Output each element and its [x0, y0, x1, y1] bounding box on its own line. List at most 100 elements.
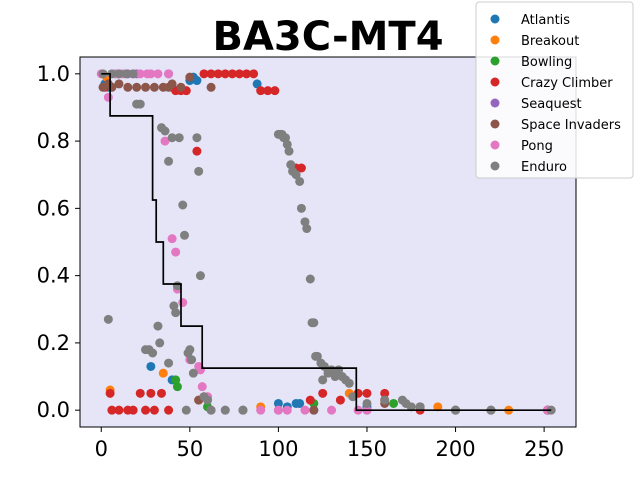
enduro-point [296, 203, 306, 213]
x-tick-label: 150 [347, 437, 387, 461]
crazy-climber-point [270, 86, 280, 96]
crazy-climber-point [227, 69, 237, 79]
crazy-climber-point [128, 405, 138, 415]
y-axis: 0.0 0.2 0.4 0.6 0.8 1.0 [37, 62, 80, 422]
enduro-point [348, 392, 358, 402]
enduro-point [282, 139, 292, 149]
crazy-climber-point [141, 405, 151, 415]
legend-label-breakout: Breakout [521, 34, 579, 49]
enduro-point [164, 156, 174, 166]
crazy-climber-point [156, 388, 166, 398]
enduro-point [187, 355, 197, 365]
bowling-point [171, 375, 181, 385]
enduro-point [238, 405, 248, 415]
legend-marker-breakout [490, 35, 500, 45]
pong-point [282, 405, 292, 415]
enduro-point [206, 405, 216, 415]
pong-point [197, 382, 207, 392]
legend: Atlantis Breakout Bowling Crazy Climber Seaq… [475, 1, 634, 179]
x-tick-label: 250 [524, 437, 564, 461]
enduro-point [181, 405, 191, 415]
legend-marker-atlantis [490, 14, 500, 24]
space-invaders-point [141, 82, 151, 92]
legend-label-space-invaders: Space Invaders [521, 118, 621, 133]
space-invaders-point [123, 82, 133, 92]
enduro-point [185, 345, 195, 355]
pong-point [164, 69, 174, 79]
crazy-climber-point [220, 69, 230, 79]
crazy-climber-point [234, 69, 244, 79]
x-axis: 0 50 100 150 200 250 [95, 427, 564, 461]
enduro-point [330, 372, 340, 382]
crazy-climber-point [206, 69, 216, 79]
atlantis-point [146, 361, 156, 371]
legend-marker-pong [490, 140, 500, 150]
crazy-climber-point [318, 388, 328, 398]
crazy-climber-point [149, 405, 159, 415]
atlantis-point [295, 398, 305, 408]
crazy-climber-point [213, 69, 223, 79]
y-tick-label: 0.0 [37, 398, 70, 422]
enduro-point [114, 69, 124, 79]
enduro-point [312, 351, 322, 361]
chart-title: BA3C-MT4 [212, 14, 443, 60]
pong-point [178, 298, 188, 308]
legend-marker-space-invaders [490, 119, 500, 129]
enduro-point [169, 301, 179, 311]
enduro-point [174, 133, 184, 143]
enduro-point [305, 274, 315, 284]
crazy-climber-point [305, 395, 315, 405]
y-tick-label: 0.6 [37, 196, 70, 220]
legend-marker-bowling [490, 56, 500, 66]
legend-label-seaquest: Seaquest [521, 97, 582, 112]
crazy-climber-point [335, 395, 345, 405]
enduro-point [128, 69, 138, 79]
legend-marker-crazy-climber [490, 77, 500, 87]
space-invaders-point [206, 82, 216, 92]
enduro-point [318, 375, 328, 385]
enduro-point [103, 314, 113, 324]
pong-point [153, 69, 163, 79]
crazy-climber-point [263, 86, 273, 96]
space-invaders-point [309, 405, 319, 415]
enduro-point [195, 271, 205, 281]
crazy-climber-point [135, 388, 145, 398]
crazy-climber-point [146, 388, 156, 398]
enduro-point [164, 358, 174, 368]
x-tick-label: 200 [435, 437, 475, 461]
enduro-point [178, 200, 188, 210]
y-tick-label: 1.0 [37, 62, 70, 86]
step-line [101, 72, 552, 412]
pong-point [273, 405, 283, 415]
crazy-climber-point [362, 388, 372, 398]
space-invaders-point [149, 82, 159, 92]
enduro-point [121, 69, 131, 79]
pong-point [171, 247, 181, 257]
enduro-point [415, 402, 425, 412]
legend-label-atlantis: Atlantis [521, 13, 570, 28]
atlantis-point [252, 79, 262, 89]
enduro-point [167, 133, 177, 143]
legend-label-bowling: Bowling [521, 55, 572, 70]
crazy-climber-point [380, 388, 390, 398]
enduro-point [180, 230, 190, 240]
enduro-point [309, 318, 319, 328]
pong-point [256, 405, 266, 415]
atlantis-point [192, 76, 202, 86]
enduro-point [286, 160, 296, 170]
y-tick-label: 0.8 [37, 129, 70, 153]
enduro-point [148, 348, 158, 358]
pong-point [160, 136, 170, 146]
enduro-point [135, 99, 145, 109]
enduro-point [291, 170, 301, 180]
pong-point [167, 234, 177, 244]
legend-label-pong: Pong [521, 139, 553, 154]
crazy-climber-point [192, 146, 202, 156]
bowling-point [389, 398, 399, 408]
pong-point [103, 92, 113, 102]
enduro-point [194, 166, 204, 176]
enduro-point [302, 224, 312, 234]
enduro-point [220, 405, 230, 415]
pong-point [146, 69, 156, 79]
space-invaders-point [185, 72, 195, 82]
